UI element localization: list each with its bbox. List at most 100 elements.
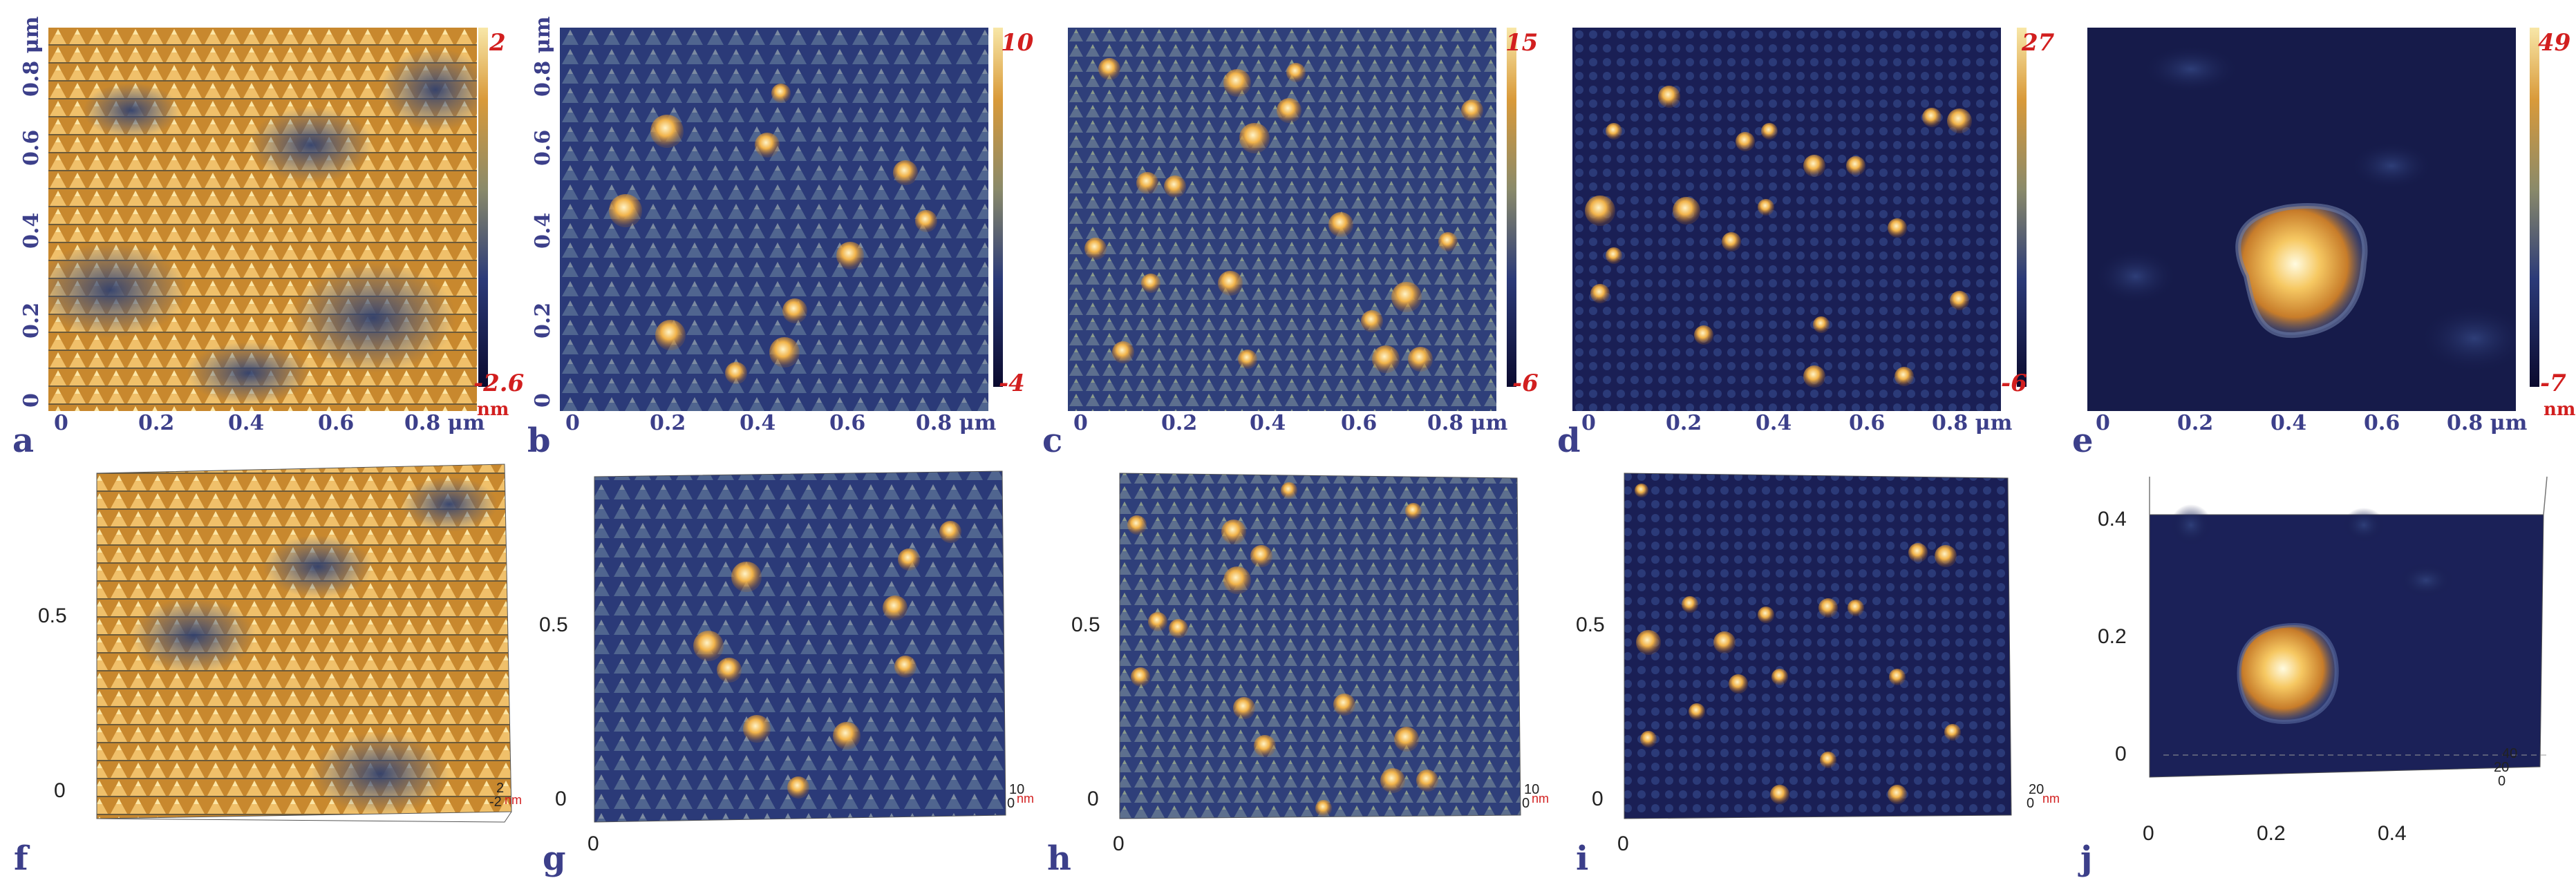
y-tick-3d: 0.4 <box>2098 508 2127 531</box>
z-unit-3d: nm <box>505 793 523 807</box>
y-tick: 0 <box>19 393 44 408</box>
y-tick: 0.6 <box>19 129 44 166</box>
panel-letter-c: c <box>1042 421 1063 460</box>
y-tick: 0.4 <box>19 212 44 249</box>
z-tick-3d: -2 <box>489 794 502 810</box>
colorbar-max-b: 10 <box>1001 29 1034 57</box>
z-tick-3d: 0 <box>1522 796 1530 811</box>
colorbar-unit-a: nm <box>477 399 509 420</box>
z-tick-3d: 2 <box>496 781 505 796</box>
colorbar-a <box>478 28 488 387</box>
colorbar-min-d: -6 <box>2001 370 2027 397</box>
colorbar-e <box>2530 28 2539 387</box>
z-unit-3d: nm <box>1017 792 1035 805</box>
colorbar-max-d: 27 <box>2022 29 2055 57</box>
afm-3d-g <box>594 470 1006 823</box>
x-tick-3d: 0 <box>1617 832 1629 855</box>
y-tick: 0.2 <box>19 302 44 338</box>
x-tick: 0 <box>1581 411 1596 435</box>
panel-letter-b: b <box>527 421 551 460</box>
z-tick-3d: 10 <box>1524 782 1540 797</box>
afm-3d-h <box>1119 473 1521 819</box>
x-tick: 0.6 <box>829 411 866 435</box>
panel-letter-h: h <box>1047 839 1071 878</box>
panel-j-3d: 0.4 0.2 0 0 0.2 0.4 40 20 0 j <box>2060 449 2576 887</box>
x-tick-3d: 0.2 <box>2257 822 2286 845</box>
y-tick-3d: 0.5 <box>1576 613 1605 636</box>
colorbar-min-e: -7 <box>2540 370 2566 397</box>
panel-letter-g: g <box>543 839 566 878</box>
panel-letter-f: f <box>14 839 28 878</box>
panel-h-3d: 0.5 0 0 10 0 nm h <box>1030 449 1549 887</box>
colorbar-min-c: -6 <box>1512 370 1539 397</box>
afm-image-e <box>2087 28 2516 411</box>
x-tick: 0.6 <box>2364 411 2400 435</box>
y-tick-3d: 0 <box>2115 743 2127 765</box>
x-tick: 0.8 μm <box>1427 411 1508 435</box>
colorbar-c <box>1507 28 1516 387</box>
panel-f-3d: 0.5 0 2 -2 nm f <box>0 449 522 887</box>
y-tick: 0.8 μm <box>531 16 555 97</box>
y-tick-3d: 0.5 <box>38 604 67 627</box>
panel-i-3d: 0.5 0 0 20 0 nm i <box>1545 449 2060 887</box>
x-tick-3d: 0 <box>2143 822 2154 845</box>
y-tick-3d: 0.2 <box>2098 625 2127 648</box>
y-tick: 0.2 <box>531 302 555 338</box>
colorbar-b <box>993 28 1003 387</box>
z-unit-3d: nm <box>2042 792 2060 805</box>
panel-e-2d: 49 -7 nm 0 0.2 0.4 0.6 0.8 μm e <box>2060 0 2576 460</box>
panel-b-2d: 10 -4 0 0.2 0.4 0.6 0.8 μm 0 0.2 0.4 0.6… <box>515 0 1034 460</box>
x-tick: 0.4 <box>2271 411 2307 435</box>
x-tick: 0.2 <box>138 411 175 435</box>
x-tick: 0.8 μm <box>1932 411 2013 435</box>
panel-letter-e: e <box>2072 421 2094 460</box>
x-tick: 0.2 <box>1666 411 1702 435</box>
x-tick-3d: 0.4 <box>2378 822 2407 845</box>
x-tick: 0.8 μm <box>916 411 997 435</box>
panel-letter-a: a <box>12 421 35 460</box>
z-tick-3d: 0 <box>1007 796 1015 811</box>
x-tick-3d: 0 <box>1113 832 1125 855</box>
z-tick-3d: 10 <box>1009 782 1025 797</box>
panel-letter-i: i <box>1576 839 1589 878</box>
x-tick: 0.6 <box>1849 411 1886 435</box>
x-tick: 0.2 <box>650 411 686 435</box>
y-tick: 0 <box>531 393 555 408</box>
x-tick: 0.4 <box>1756 411 1792 435</box>
y-tick-3d: 0.5 <box>1071 613 1100 636</box>
afm-3d-f <box>96 464 512 823</box>
y-tick-3d: 0.5 <box>539 613 568 636</box>
z-tick-3d: 20 <box>2029 782 2044 797</box>
x-tick-3d: 0 <box>587 832 599 855</box>
x-tick: 0 <box>54 411 68 435</box>
afm-image-b <box>560 28 988 411</box>
y-tick-3d: 0 <box>1087 788 1099 810</box>
x-tick: 0 <box>1073 411 1088 435</box>
colorbar-unit-e: nm <box>2544 399 2576 420</box>
colorbar-min-b: -4 <box>999 370 1025 397</box>
y-tick-3d: 0 <box>1592 788 1604 810</box>
panel-letter-j: j <box>2080 839 2093 878</box>
colorbar-max-e: 49 <box>2538 29 2571 57</box>
afm-image-d <box>1572 28 2001 411</box>
panel-g-3d: 0.5 0 0 10 0 nm g <box>515 449 1034 887</box>
x-tick: 0 <box>2096 411 2110 435</box>
z-tick-3d: 40 <box>2502 746 2518 761</box>
y-tick: 0.8 μm <box>19 16 44 97</box>
y-tick-3d: 0 <box>555 788 567 810</box>
panel-c-2d: 15 -6 0 0.2 0.4 0.6 0.8 μm c <box>1030 0 1545 460</box>
z-tick-3d: 0 <box>2027 796 2035 811</box>
x-tick: 0.2 <box>1161 411 1198 435</box>
z-tick-3d: 20 <box>2494 760 2510 775</box>
x-tick: 0.4 <box>228 411 265 435</box>
x-tick: 0.4 <box>740 411 776 435</box>
panel-letter-d: d <box>1557 421 1581 460</box>
colorbar-max-a: 2 <box>489 29 506 57</box>
colorbar-max-c: 15 <box>1505 29 1539 57</box>
x-tick: 0 <box>565 411 580 435</box>
x-tick: 0.2 <box>2177 411 2214 435</box>
panel-d-2d: 27 -6 0 0.2 0.4 0.6 0.8 μm d <box>1545 0 2060 460</box>
y-tick: 0.6 <box>531 129 555 166</box>
x-tick: 0.4 <box>1250 411 1286 435</box>
colorbar-min-a: -2.6 <box>473 370 525 397</box>
